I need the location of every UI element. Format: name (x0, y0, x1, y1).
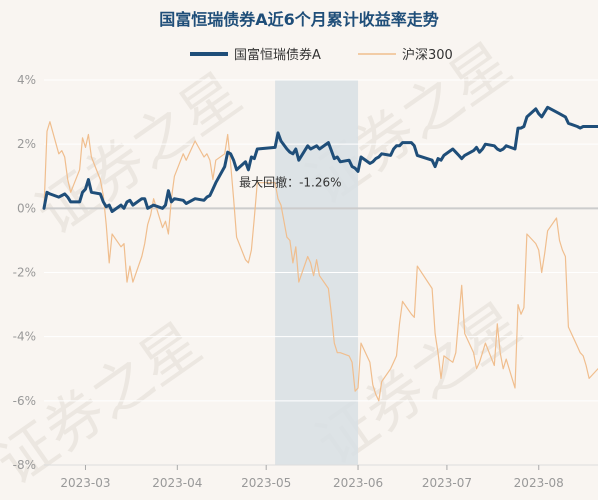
legend-label-index: 沪深300 (402, 47, 453, 63)
y-tick-label: 2% (17, 137, 36, 151)
label-layer: 4% 2% 0% -2% -4% -6% -8% 2023-03 2023-04 2023-05 2… (13, 73, 564, 490)
x-tick-label: 2023-08 (514, 476, 564, 490)
max-drawdown-label: 最大回撤：-1.26% (239, 175, 341, 190)
x-tick-label: 2023-03 (60, 476, 110, 490)
series-line-index (43, 121, 598, 402)
series-line-fund (42, 105, 598, 213)
y-tick-label: 4% (17, 73, 36, 87)
y-tick-label: -2% (13, 266, 36, 280)
y-tick-label: 0% (17, 201, 36, 215)
x-tick-label: 2023-06 (333, 476, 383, 490)
y-tick-label: -4% (13, 330, 36, 344)
series-layer (42, 105, 598, 402)
x-tick-label: 2023-04 (152, 476, 202, 490)
legend-label-fund: 国富恒瑞债券A (234, 47, 321, 63)
x-tick-label: 2023-07 (422, 476, 472, 490)
legend: 国富恒瑞债券A 沪深300 (190, 47, 453, 63)
y-tick-label: -6% (13, 394, 36, 408)
y-tick-label: -8% (13, 458, 36, 472)
x-tick-label: 2023-05 (241, 476, 291, 490)
chart-title: 国富恒瑞债券A近6个月累计收益率走势 (159, 10, 439, 29)
